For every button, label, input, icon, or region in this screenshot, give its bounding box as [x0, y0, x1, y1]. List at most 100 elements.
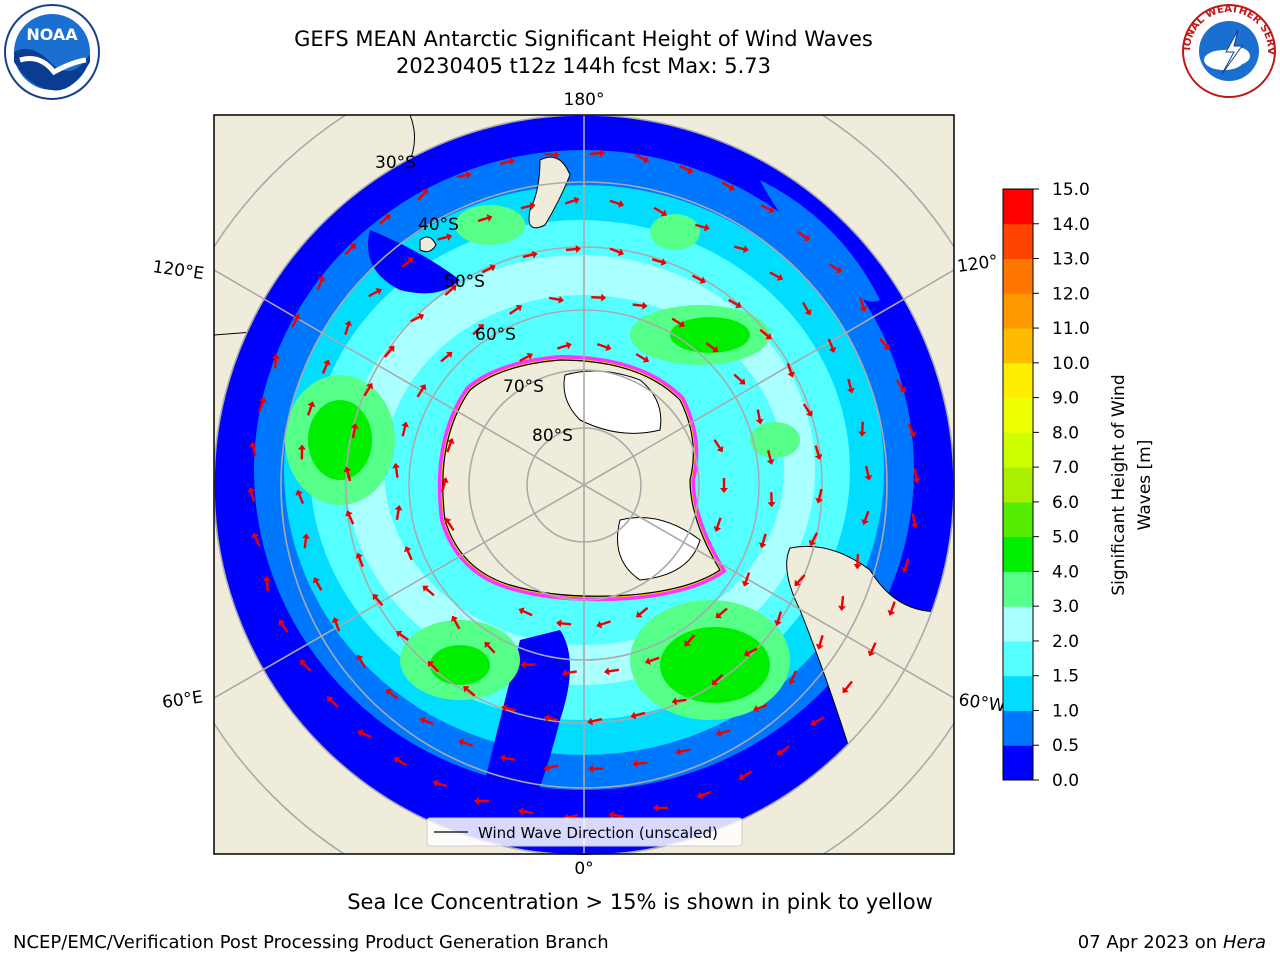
wind-wave-arrow — [446, 438, 455, 453]
wind-wave-arrow — [814, 445, 823, 460]
wind-wave-arrow — [355, 552, 364, 568]
lon-label-120e: 120°E — [151, 257, 205, 284]
wind-wave-arrow — [858, 421, 867, 437]
wind-wave-arrow — [878, 337, 890, 350]
wind-wave-arrow — [417, 188, 428, 201]
wind-wave-arrow — [356, 654, 367, 669]
chart-title: GEFS MEAN Antarctic Significant Height o… — [294, 27, 873, 51]
wind-wave-arrow — [755, 409, 764, 425]
wind-wave-arrow — [271, 353, 280, 369]
colorbar-tick-label: 8.0 — [1052, 423, 1079, 443]
noaa-logo-text: NOAA — [26, 25, 78, 44]
lat-label-40s: 40°S — [418, 215, 459, 235]
wind-wave-arrow — [853, 554, 862, 570]
wind-wave-arrow — [343, 466, 352, 482]
wind-wave-arrow — [565, 245, 581, 254]
wind-wave-arrow — [635, 353, 650, 363]
lat-label-50s: 50°S — [444, 272, 485, 292]
wind-wave-arrow — [522, 250, 538, 259]
footer-host: Hera — [1222, 932, 1266, 953]
lat-label-30s: 30°S — [375, 153, 416, 173]
wind-wave-arrow — [733, 373, 746, 385]
wind-wave-arrow — [838, 596, 846, 612]
colorbar-tick-label: 5.0 — [1052, 528, 1079, 548]
wind-wave-arrow — [774, 611, 783, 626]
wind-wave-arrow — [711, 673, 724, 686]
wind-wave-arrow — [564, 196, 580, 205]
wind-wave-arrow — [797, 230, 810, 241]
wind-wave-arrow — [543, 763, 559, 772]
chart-subtitle: 20230405 t12z 144h fcst Max: 5.73 — [396, 54, 771, 78]
wind-wave-arrow — [427, 660, 440, 673]
wind-wave-arrow — [741, 572, 751, 587]
wind-wave-arrow — [291, 313, 301, 328]
colorbar-segment — [1003, 223, 1033, 260]
wind-wave-arrow — [556, 619, 572, 628]
wind-wave-arrow — [419, 716, 434, 726]
colorbar-segment — [1003, 745, 1033, 781]
colorbar-tick-label: 13.0 — [1052, 250, 1090, 270]
wind-wave-arrow — [609, 247, 624, 257]
wind-wave-arrow — [404, 546, 413, 561]
wind-wave-arrow — [548, 295, 564, 304]
wind-wave-arrow — [794, 574, 806, 587]
wind-wave-arrow — [401, 257, 414, 268]
colorbar-tick-label: 2.0 — [1052, 632, 1079, 652]
colorbar-tick-label: 10.0 — [1052, 354, 1090, 374]
wind-wave-arrow — [788, 670, 798, 685]
colorbar — [1002, 188, 1034, 781]
wind-wave-arrow — [499, 754, 515, 763]
colorbar-segment — [1003, 397, 1033, 433]
wind-wave-arrow — [520, 660, 536, 669]
wind-wave-arrow — [895, 379, 906, 393]
footer-date: 07 Apr 2023 on Hera — [1078, 932, 1266, 953]
lat-label-70s: 70°S — [503, 377, 544, 397]
wind-wave-arrow — [776, 745, 790, 756]
wind-wave-arrow — [393, 756, 408, 767]
lon-label-60e: 60°E — [161, 687, 204, 712]
wind-wave-arrow — [472, 324, 485, 336]
colorbar-segment — [1003, 710, 1033, 746]
wind-wave-arrow — [316, 275, 326, 291]
wind-wave-arrow — [474, 797, 489, 805]
colorbar-tick-label: 1.5 — [1052, 667, 1079, 687]
wind-wave-arrow — [440, 351, 453, 363]
wind-wave-arrow — [758, 533, 767, 549]
wind-wave-arrow — [705, 342, 719, 353]
wind-wave-arrow — [345, 510, 355, 525]
wind-wave-arrow — [344, 320, 353, 336]
wind-wave-arrow — [743, 647, 758, 657]
colorbar-segment — [1003, 328, 1033, 364]
wind-wave-arrow — [721, 181, 735, 191]
wind-wave-arrow — [312, 577, 323, 591]
colorbar-segment — [1003, 640, 1033, 677]
wind-wave-arrow — [326, 696, 339, 708]
wind-wave-arrow — [635, 153, 650, 164]
lat-label-60s: 60°S — [475, 325, 516, 345]
wind-wave-arrow — [910, 513, 919, 529]
wind-wave-arrow — [815, 634, 824, 650]
wind-wave-arrow — [410, 313, 425, 323]
wind-wave-arrow — [378, 214, 391, 225]
wind-wave-arrow — [864, 465, 873, 481]
wind-wave-arrow — [451, 615, 461, 630]
wind-wave-arrow — [859, 297, 868, 312]
wind-wave-arrow — [769, 271, 784, 281]
wind-wave-arrow — [258, 397, 267, 412]
wind-wave-arrow — [608, 811, 624, 819]
wind-wave-arrow — [651, 258, 667, 266]
wind-wave-arrow — [519, 352, 533, 363]
wind-wave-arrow — [499, 157, 515, 166]
wind-wave-arrow — [733, 245, 749, 254]
wind-wave-arrow — [810, 716, 825, 726]
wind-wave-arrow — [591, 293, 607, 302]
wind-wave-arrow — [653, 206, 668, 217]
colorbar-label-line2: Waves [m] — [1135, 440, 1155, 531]
wind-wave-arrow — [696, 790, 712, 800]
wind-wave-arrow — [759, 328, 772, 340]
wind-wave-arrow — [501, 704, 517, 712]
wind-wave-arrow — [720, 477, 729, 493]
wind-wave-arrow — [588, 764, 604, 773]
colorbar-segment — [1003, 675, 1033, 711]
colorbar-segment — [1003, 432, 1033, 468]
